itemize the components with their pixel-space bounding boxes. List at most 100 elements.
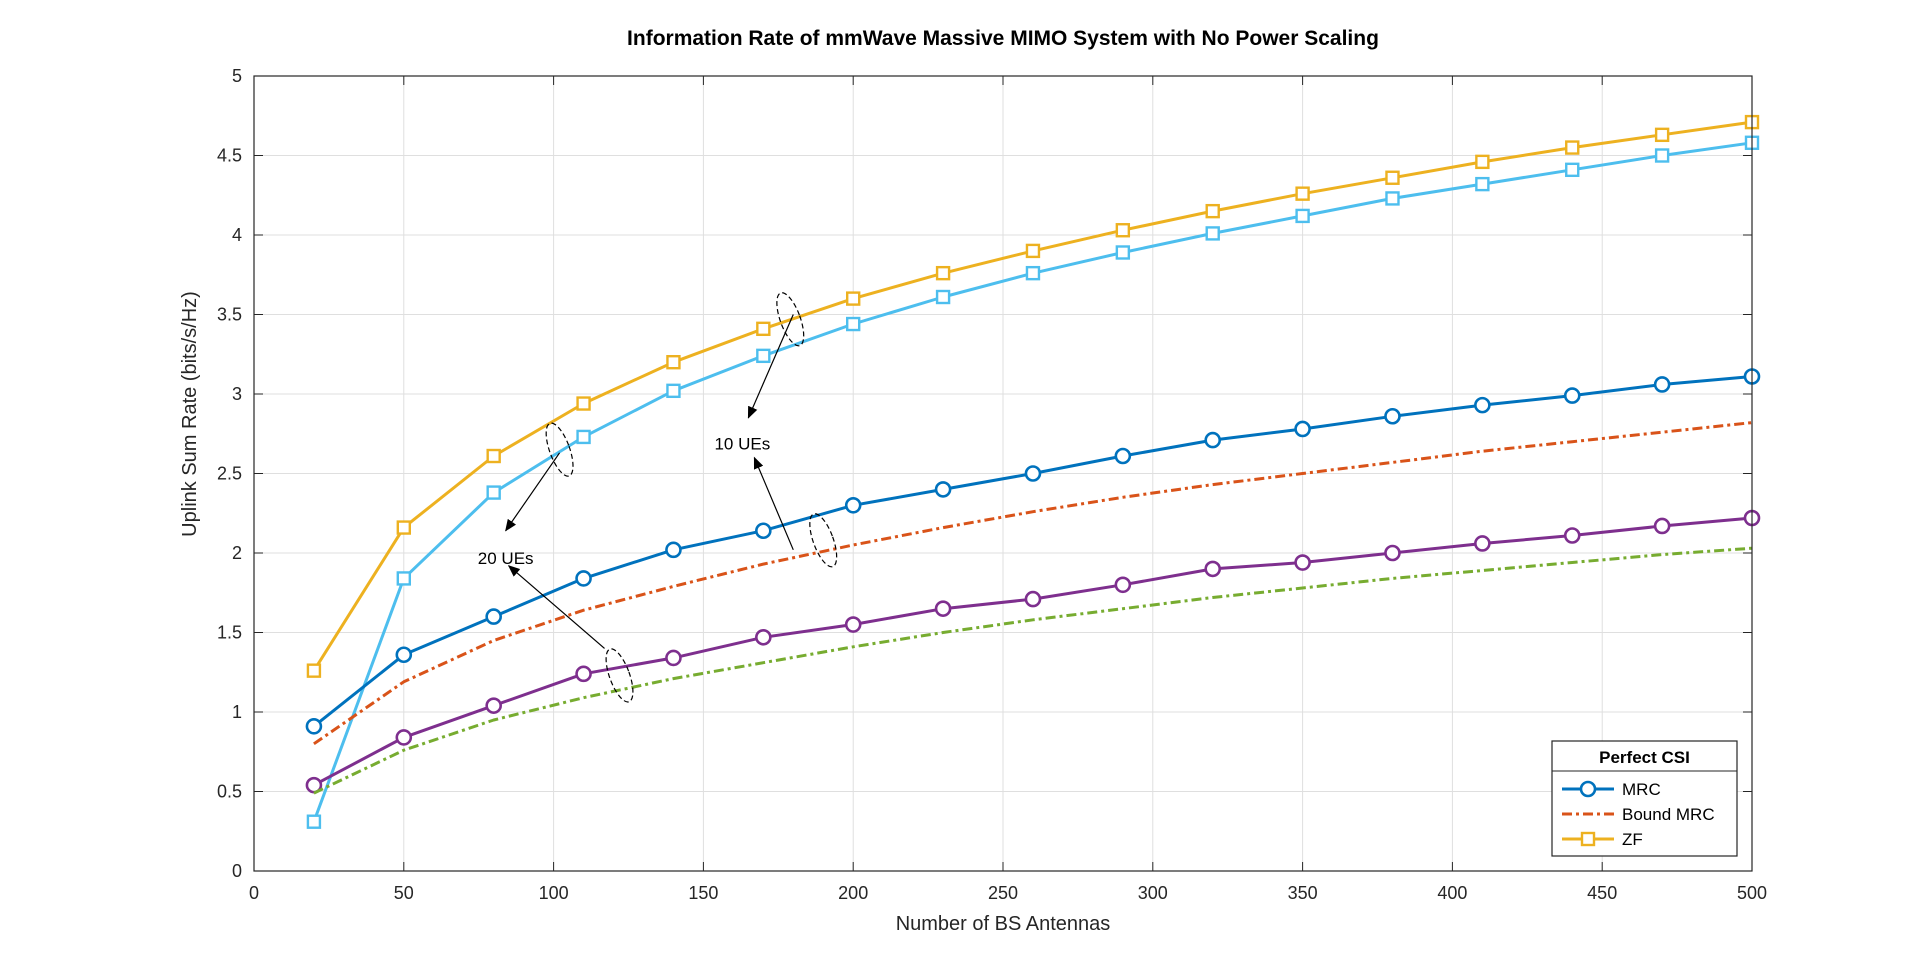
y-tick-label: 2.5 (217, 464, 242, 484)
legend-label: Bound MRC (1622, 805, 1715, 824)
annotation-group: 20 UEs (478, 422, 634, 703)
data-point (1114, 447, 1132, 465)
data-point (846, 316, 861, 332)
data-point (1563, 387, 1581, 404)
series-layer (305, 114, 1761, 829)
data-point (576, 429, 591, 445)
data-point (575, 665, 592, 683)
annotation-arrow (505, 452, 561, 532)
data-point (1025, 265, 1041, 281)
annotation-ellipse (605, 648, 634, 703)
annotation-arrow (753, 456, 794, 551)
data-point (1475, 176, 1490, 192)
data-point (846, 291, 861, 306)
data-point (1474, 535, 1491, 552)
series-group (313, 546, 1753, 795)
data-point (1114, 576, 1132, 594)
data-point (1204, 431, 1222, 449)
data-point (1205, 226, 1220, 241)
data-point (1653, 517, 1671, 535)
data-point (1565, 140, 1580, 155)
data-point (1475, 154, 1490, 170)
data-point (576, 396, 591, 411)
legend-title: Perfect CSI (1599, 748, 1690, 767)
annotation-arrow (747, 314, 794, 419)
data-point (486, 485, 501, 500)
data-point (934, 481, 952, 498)
data-point (1025, 243, 1041, 259)
data-point (934, 600, 952, 617)
data-point (665, 649, 682, 667)
data-point (1204, 560, 1222, 578)
data-point (1294, 554, 1311, 571)
series-group (305, 509, 1761, 794)
y-axis-label: Uplink Sum Rate (bits/s/Hz) (179, 291, 201, 537)
axes (253, 75, 1753, 872)
data-point (396, 571, 411, 586)
data-point (1654, 127, 1670, 143)
y-tick-label: 3 (232, 384, 242, 404)
y-tick-label: 4 (232, 225, 242, 245)
data-point (486, 448, 501, 464)
data-point (756, 348, 771, 364)
data-point (306, 663, 322, 678)
x-tick-label: 500 (1737, 883, 1767, 903)
data-point (1115, 223, 1131, 238)
data-point (1653, 376, 1671, 393)
grid (253, 75, 1753, 872)
annotation-ellipse (776, 292, 805, 347)
x-tick-label: 150 (688, 883, 718, 903)
y-tick-label: 1 (232, 702, 242, 722)
y-tick-label: 4.5 (217, 146, 242, 166)
data-point (1024, 590, 1042, 608)
data-point (1385, 170, 1400, 185)
data-point (485, 697, 502, 714)
x-tick-label: 200 (838, 883, 868, 903)
series-line (313, 421, 1753, 746)
legend-swatch-marker (1580, 831, 1596, 847)
annotation-label: 20 UEs (478, 549, 534, 568)
legend-label: ZF (1622, 830, 1643, 849)
data-point (485, 608, 502, 625)
data-point (665, 541, 682, 559)
data-point (575, 570, 592, 587)
data-point (1295, 208, 1310, 224)
data-point (756, 321, 771, 337)
legend-label: MRC (1622, 780, 1661, 799)
data-point (935, 265, 951, 281)
data-point (1294, 420, 1311, 438)
data-point (305, 718, 323, 735)
annotation-ellipse (545, 422, 574, 477)
x-tick-label: 250 (988, 883, 1018, 903)
data-point (1563, 527, 1581, 544)
data-point (1384, 544, 1401, 562)
data-point (1474, 396, 1491, 414)
y-tick-label: 0 (232, 861, 242, 881)
series-group (313, 421, 1753, 746)
x-tick-label: 400 (1437, 883, 1467, 903)
data-point (1384, 407, 1401, 425)
data-point (395, 646, 413, 664)
x-axis-label: Number of BS Antennas (896, 913, 1111, 935)
y-tick-label: 0.5 (217, 782, 242, 802)
data-point (395, 729, 413, 746)
x-tick-label: 350 (1288, 883, 1318, 903)
series-group (306, 135, 1760, 829)
x-tick-label: 100 (539, 883, 569, 903)
legend-entry: MRC (1562, 780, 1661, 799)
data-point (1024, 465, 1042, 482)
data-point (935, 289, 951, 305)
data-point (844, 496, 862, 514)
series-group (305, 368, 1761, 735)
data-point (306, 814, 322, 829)
data-point (1205, 203, 1220, 219)
legend: Perfect CSI MRC Bound MRC ZF (1551, 740, 1738, 857)
legend-swatch-marker (1579, 780, 1597, 798)
annotation-label: 10 UEs (714, 434, 770, 453)
tick-labels: 0 50 100 150 200 250 300 350 400 450 500 0 0.5 1 1.5 2 2… (217, 66, 1767, 903)
y-tick-label: 5 (232, 66, 242, 86)
annotation-arrow (507, 565, 605, 649)
data-point (844, 616, 862, 633)
